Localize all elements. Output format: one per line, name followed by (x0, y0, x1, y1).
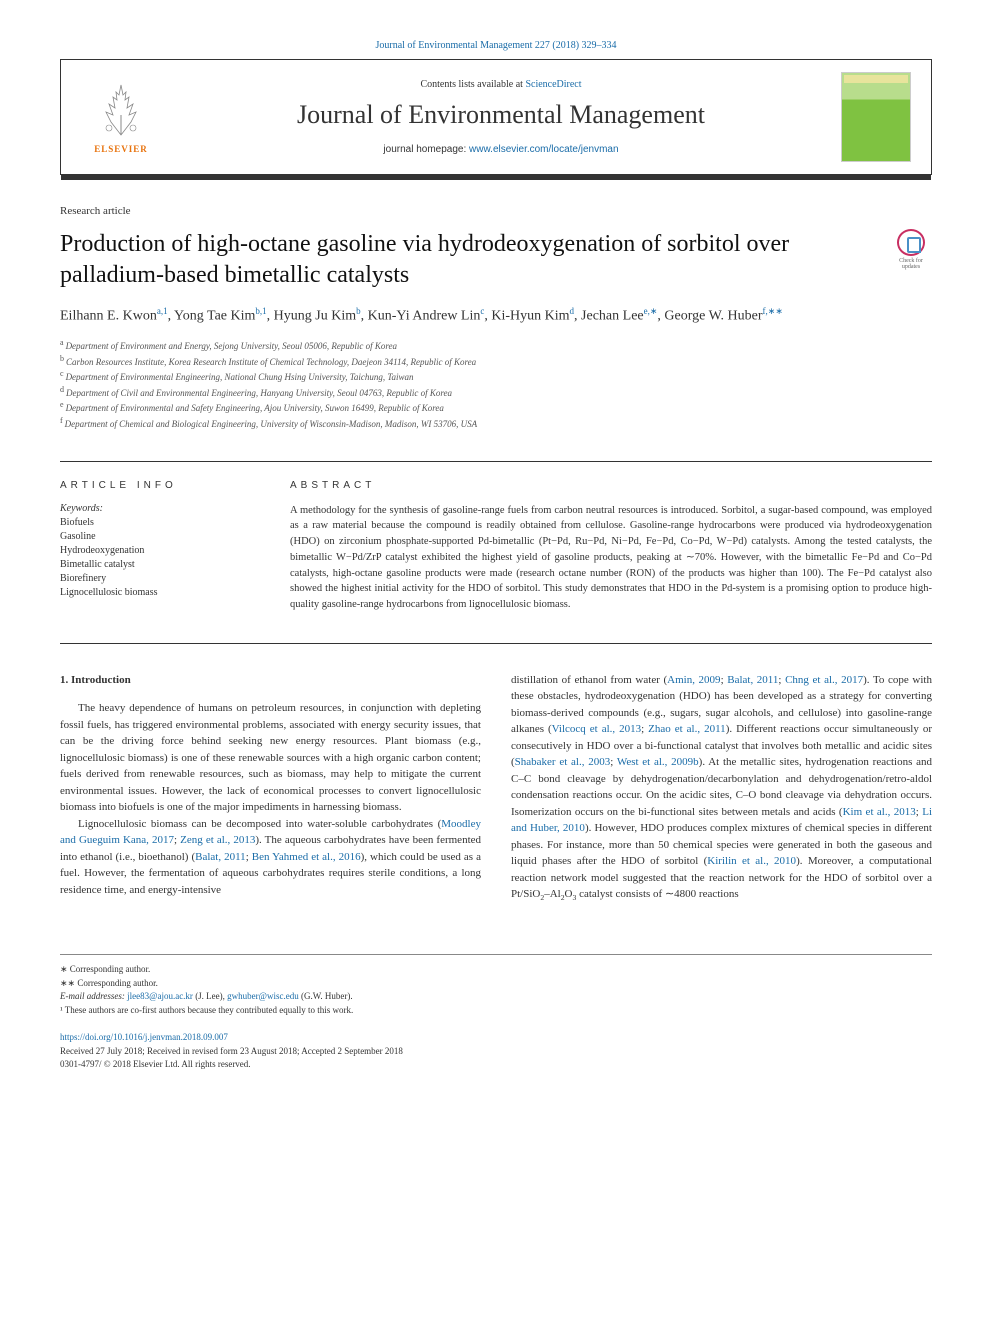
affiliation-text: Carbon Resources Institute, Korea Resear… (66, 357, 476, 367)
body-paragraph: distillation of ethanol from water (Amin… (511, 672, 932, 904)
author-affil-link[interactable]: a,1 (157, 306, 168, 316)
journal-header-box: ELSEVIER Contents lists available at Sci… (60, 59, 932, 175)
elsevier-tree-icon (91, 80, 151, 140)
citation-link[interactable]: Ben Yahmed et al., 2016 (252, 851, 361, 863)
affiliation-text: Department of Environment and Energy, Se… (66, 341, 397, 351)
article-title: Production of high-octane gasoline via h… (60, 229, 890, 291)
journal-homepage-line: journal homepage: www.elsevier.com/locat… (161, 144, 841, 155)
email-line: E-mail addresses: jlee83@ajou.ac.kr (J. … (60, 990, 932, 1004)
affiliations-block: aDepartment of Environment and Energy, S… (60, 337, 932, 431)
citation-link[interactable]: Balat, 2011 (727, 674, 778, 686)
corresponding-note: ∗∗ Corresponding author. (60, 977, 932, 991)
author-name: Eilhann E. Kwon (60, 309, 157, 324)
author-name: , Ki-Hyun Kim (484, 309, 569, 324)
citation-link[interactable]: Amin, 2009 (667, 674, 720, 686)
divider (60, 461, 932, 462)
author-name: , Jechan Lee (574, 309, 644, 324)
citation-link[interactable]: Zeng et al., 2013 (180, 834, 255, 846)
citation-link[interactable]: West et al., 2009b (617, 756, 699, 768)
journal-cover-thumbnail (841, 72, 911, 162)
author-name: , Kun-Yi Andrew Lin (361, 309, 481, 324)
citation-link[interactable]: Vilcocq et al., 2013 (552, 723, 641, 735)
abstract-column: ABSTRACT A methodology for the synthesis… (290, 480, 932, 613)
elsevier-brand-text: ELSEVIER (94, 144, 148, 154)
affiliation-text: Department of Environmental and Safety E… (66, 403, 444, 413)
citation-link[interactable]: Shabaker et al., 2003 (515, 756, 611, 768)
body-paragraph: The heavy dependence of humans on petrol… (60, 700, 481, 816)
keyword: Biofuels (60, 516, 260, 530)
journal-name: Journal of Environmental Management (161, 100, 841, 130)
keywords-list: Biofuels Gasoline Hydrodeoxygenation Bim… (60, 516, 260, 600)
sciencedirect-link[interactable]: ScienceDirect (525, 79, 581, 90)
citation-link[interactable]: Kirilin et al., 2010 (707, 855, 796, 867)
cofirst-note: ¹ These authors are co-first authors bec… (60, 1004, 932, 1018)
intro-heading: 1. Introduction (60, 672, 481, 689)
body-paragraph: Lignocellulosic biomass can be decompose… (60, 816, 481, 899)
author-name: , George W. Huber (657, 309, 762, 324)
keywords-label: Keywords: (60, 503, 260, 514)
divider (60, 643, 932, 644)
keyword: Lignocellulosic biomass (60, 586, 260, 600)
updates-label: Check for updates (890, 258, 932, 271)
citation-link[interactable]: Kim et al., 2013 (843, 806, 916, 818)
abstract-heading: ABSTRACT (290, 480, 932, 491)
body-text: 1. Introduction The heavy dependence of … (60, 672, 932, 904)
keyword: Biorefinery (60, 572, 260, 586)
updates-icon (897, 229, 925, 256)
affiliation-text: Department of Civil and Environmental En… (66, 388, 452, 398)
affiliation-text: Department of Environmental Engineering,… (66, 372, 414, 382)
abstract-text: A methodology for the synthesis of gasol… (290, 503, 932, 613)
copyright-line: 0301-4797/ © 2018 Elsevier Ltd. All righ… (60, 1058, 932, 1072)
email-link[interactable]: gwhuber@wisc.edu (227, 991, 299, 1001)
corresponding-link[interactable]: ∗∗ (768, 306, 783, 316)
keyword: Gasoline (60, 530, 260, 544)
corresponding-note: ∗ Corresponding author. (60, 963, 932, 977)
received-dates: Received 27 July 2018; Received in revis… (60, 1045, 932, 1059)
doi-link[interactable]: https://doi.org/10.1016/j.jenvman.2018.0… (60, 1032, 228, 1042)
footer-block: ∗ Corresponding author. ∗∗ Corresponding… (60, 954, 932, 1072)
author-name: , Yong Tae Kim (168, 309, 256, 324)
keyword: Hydrodeoxygenation (60, 544, 260, 558)
homepage-label: journal homepage: (383, 144, 469, 155)
author-name: , Hyung Ju Kim (267, 309, 356, 324)
check-for-updates-badge[interactable]: Check for updates (890, 229, 932, 271)
journal-homepage-link[interactable]: www.elsevier.com/locate/jenvman (469, 144, 619, 155)
body-column-right: distillation of ethanol from water (Amin… (511, 672, 932, 904)
article-type: Research article (60, 205, 932, 217)
citation-header: Journal of Environmental Management 227 … (60, 40, 932, 51)
authors-list: Eilhann E. Kwona,1, Yong Tae Kimb,1, Hyu… (60, 305, 932, 327)
elsevier-logo: ELSEVIER (81, 72, 161, 162)
contents-text: Contents lists available at (420, 79, 525, 90)
article-info-heading: ARTICLE INFO (60, 480, 260, 491)
keyword: Bimetallic catalyst (60, 558, 260, 572)
author-affil-link[interactable]: b,1 (255, 306, 266, 316)
citation-link[interactable]: Balat, 2011 (195, 851, 246, 863)
affiliation-text: Department of Chemical and Biological En… (65, 419, 477, 429)
citation-link[interactable]: Zhao et al., 2011 (648, 723, 726, 735)
contents-available-line: Contents lists available at ScienceDirec… (161, 79, 841, 90)
email-link[interactable]: jlee83@ajou.ac.kr (127, 991, 193, 1001)
article-info-column: ARTICLE INFO Keywords: Biofuels Gasoline… (60, 480, 260, 613)
citation-link[interactable]: Chng et al., 2017 (785, 674, 863, 686)
body-column-left: 1. Introduction The heavy dependence of … (60, 672, 481, 904)
